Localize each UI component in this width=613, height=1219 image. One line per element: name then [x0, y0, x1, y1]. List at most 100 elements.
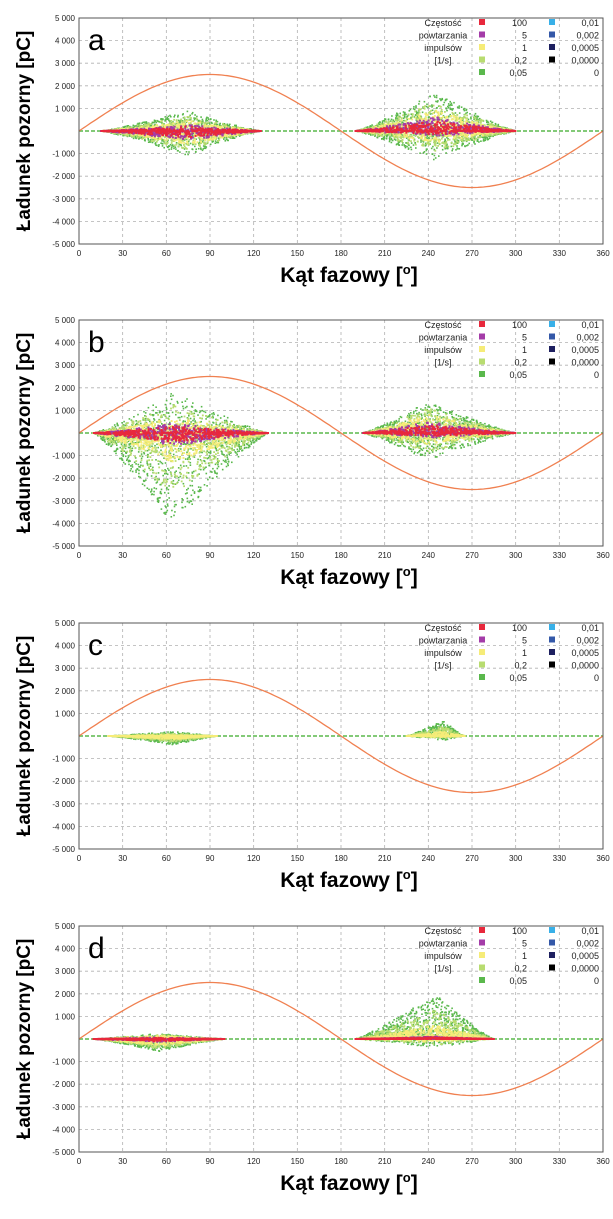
scatter-point: [154, 120, 156, 122]
scatter-point: [176, 142, 178, 144]
scatter-point: [215, 140, 217, 142]
scatter-point: [173, 116, 175, 118]
scatter-point: [161, 143, 163, 145]
scatter-point: [165, 116, 167, 118]
scatter-point: [187, 116, 189, 118]
scatter-point: [206, 146, 208, 148]
scatter-point: [182, 114, 184, 116]
scatter-point: [133, 125, 135, 127]
scatter-point: [171, 120, 173, 122]
scatter-point: [200, 116, 202, 118]
scatter-point: [212, 141, 214, 143]
scatter-point: [194, 114, 196, 116]
scatter-point: [184, 139, 186, 141]
scatter-point: [168, 149, 170, 151]
scatter-point: [187, 154, 189, 156]
scatter-point: [171, 147, 173, 149]
scatter-point: [183, 144, 185, 146]
scatter-point: [195, 151, 197, 153]
scatter-point: [206, 117, 208, 119]
scatter-point: [160, 118, 162, 120]
scatter-point: [206, 143, 208, 145]
scatter-point: [210, 144, 212, 146]
scatter-point: [169, 115, 171, 117]
scatter-point: [174, 115, 176, 117]
scatter-point: [184, 154, 186, 156]
scatter-point: [158, 144, 160, 146]
scatter-point: [216, 142, 218, 144]
scatter-point: [227, 140, 229, 142]
scatter-point: [125, 126, 127, 128]
scatter-point: [144, 140, 146, 142]
scatter-point: [169, 146, 171, 148]
scatter-point: [211, 122, 213, 124]
scatter-point: [148, 139, 150, 141]
scatter-point: [172, 144, 174, 146]
scatter-point: [186, 151, 188, 153]
scatter-point: [215, 142, 217, 144]
scatter-point: [205, 119, 207, 121]
scatter-point: [229, 124, 231, 126]
scatter-point: [168, 118, 170, 120]
scatter-point: [194, 146, 196, 148]
scatter-point: [177, 150, 179, 152]
scatter-point: [235, 125, 237, 127]
scatter-point: [162, 118, 164, 120]
scatter-point: [203, 148, 205, 150]
scatter-point: [178, 120, 180, 122]
scatter-point: [200, 147, 202, 149]
scatter-point: [168, 116, 170, 118]
scatter-point: [164, 120, 166, 122]
scatter-point: [163, 147, 165, 149]
scatter-point: [169, 120, 171, 122]
scatter-point: [152, 122, 154, 124]
scatter-point: [144, 121, 146, 123]
scatter-point: [158, 145, 160, 147]
scatter-point: [202, 150, 204, 152]
scatter-point: [218, 142, 220, 144]
scatter-point: [133, 138, 135, 140]
scatter-point: [213, 119, 215, 121]
scatter-point: [149, 141, 151, 143]
scatter-point: [146, 122, 148, 124]
scatter-point: [192, 149, 194, 151]
scatter-point: [167, 146, 169, 148]
scatter-point: [165, 118, 167, 120]
scatter-point: [134, 125, 136, 127]
scatter-point: [175, 146, 177, 148]
scatter-point: [230, 136, 232, 138]
scatter-point: [176, 144, 178, 146]
scatter-point: [173, 148, 175, 150]
scatter-point: [190, 143, 192, 145]
scatter-point: [135, 125, 137, 127]
scatter-point: [210, 118, 212, 120]
scatter-point: [123, 127, 125, 129]
scatter-point: [192, 112, 194, 114]
scatter-point: [194, 118, 196, 120]
scatter-point: [180, 119, 182, 121]
scatter-point: [225, 140, 227, 142]
scatter-point: [161, 140, 163, 142]
scatter-point: [207, 122, 209, 124]
scatter-point: [234, 137, 236, 139]
scatter-point: [207, 141, 209, 143]
scatter-point: [196, 116, 198, 118]
scatter-point: [135, 137, 137, 139]
scatter-point: [170, 144, 172, 146]
scatter-point: [198, 148, 200, 150]
scatter-point: [169, 122, 171, 124]
scatter-point: [175, 148, 177, 150]
scatter-point: [193, 120, 195, 122]
scatter-point: [180, 145, 182, 147]
scatter-point: [174, 145, 176, 147]
scatter-point: [158, 121, 160, 123]
scatter-point: [171, 148, 173, 150]
scatter-point: [162, 145, 164, 147]
scatter-point: [188, 151, 190, 153]
scatter-point: [182, 140, 184, 142]
scatter-point: [202, 119, 204, 121]
scatter-point: [177, 115, 179, 117]
scatter-point: [179, 151, 181, 153]
